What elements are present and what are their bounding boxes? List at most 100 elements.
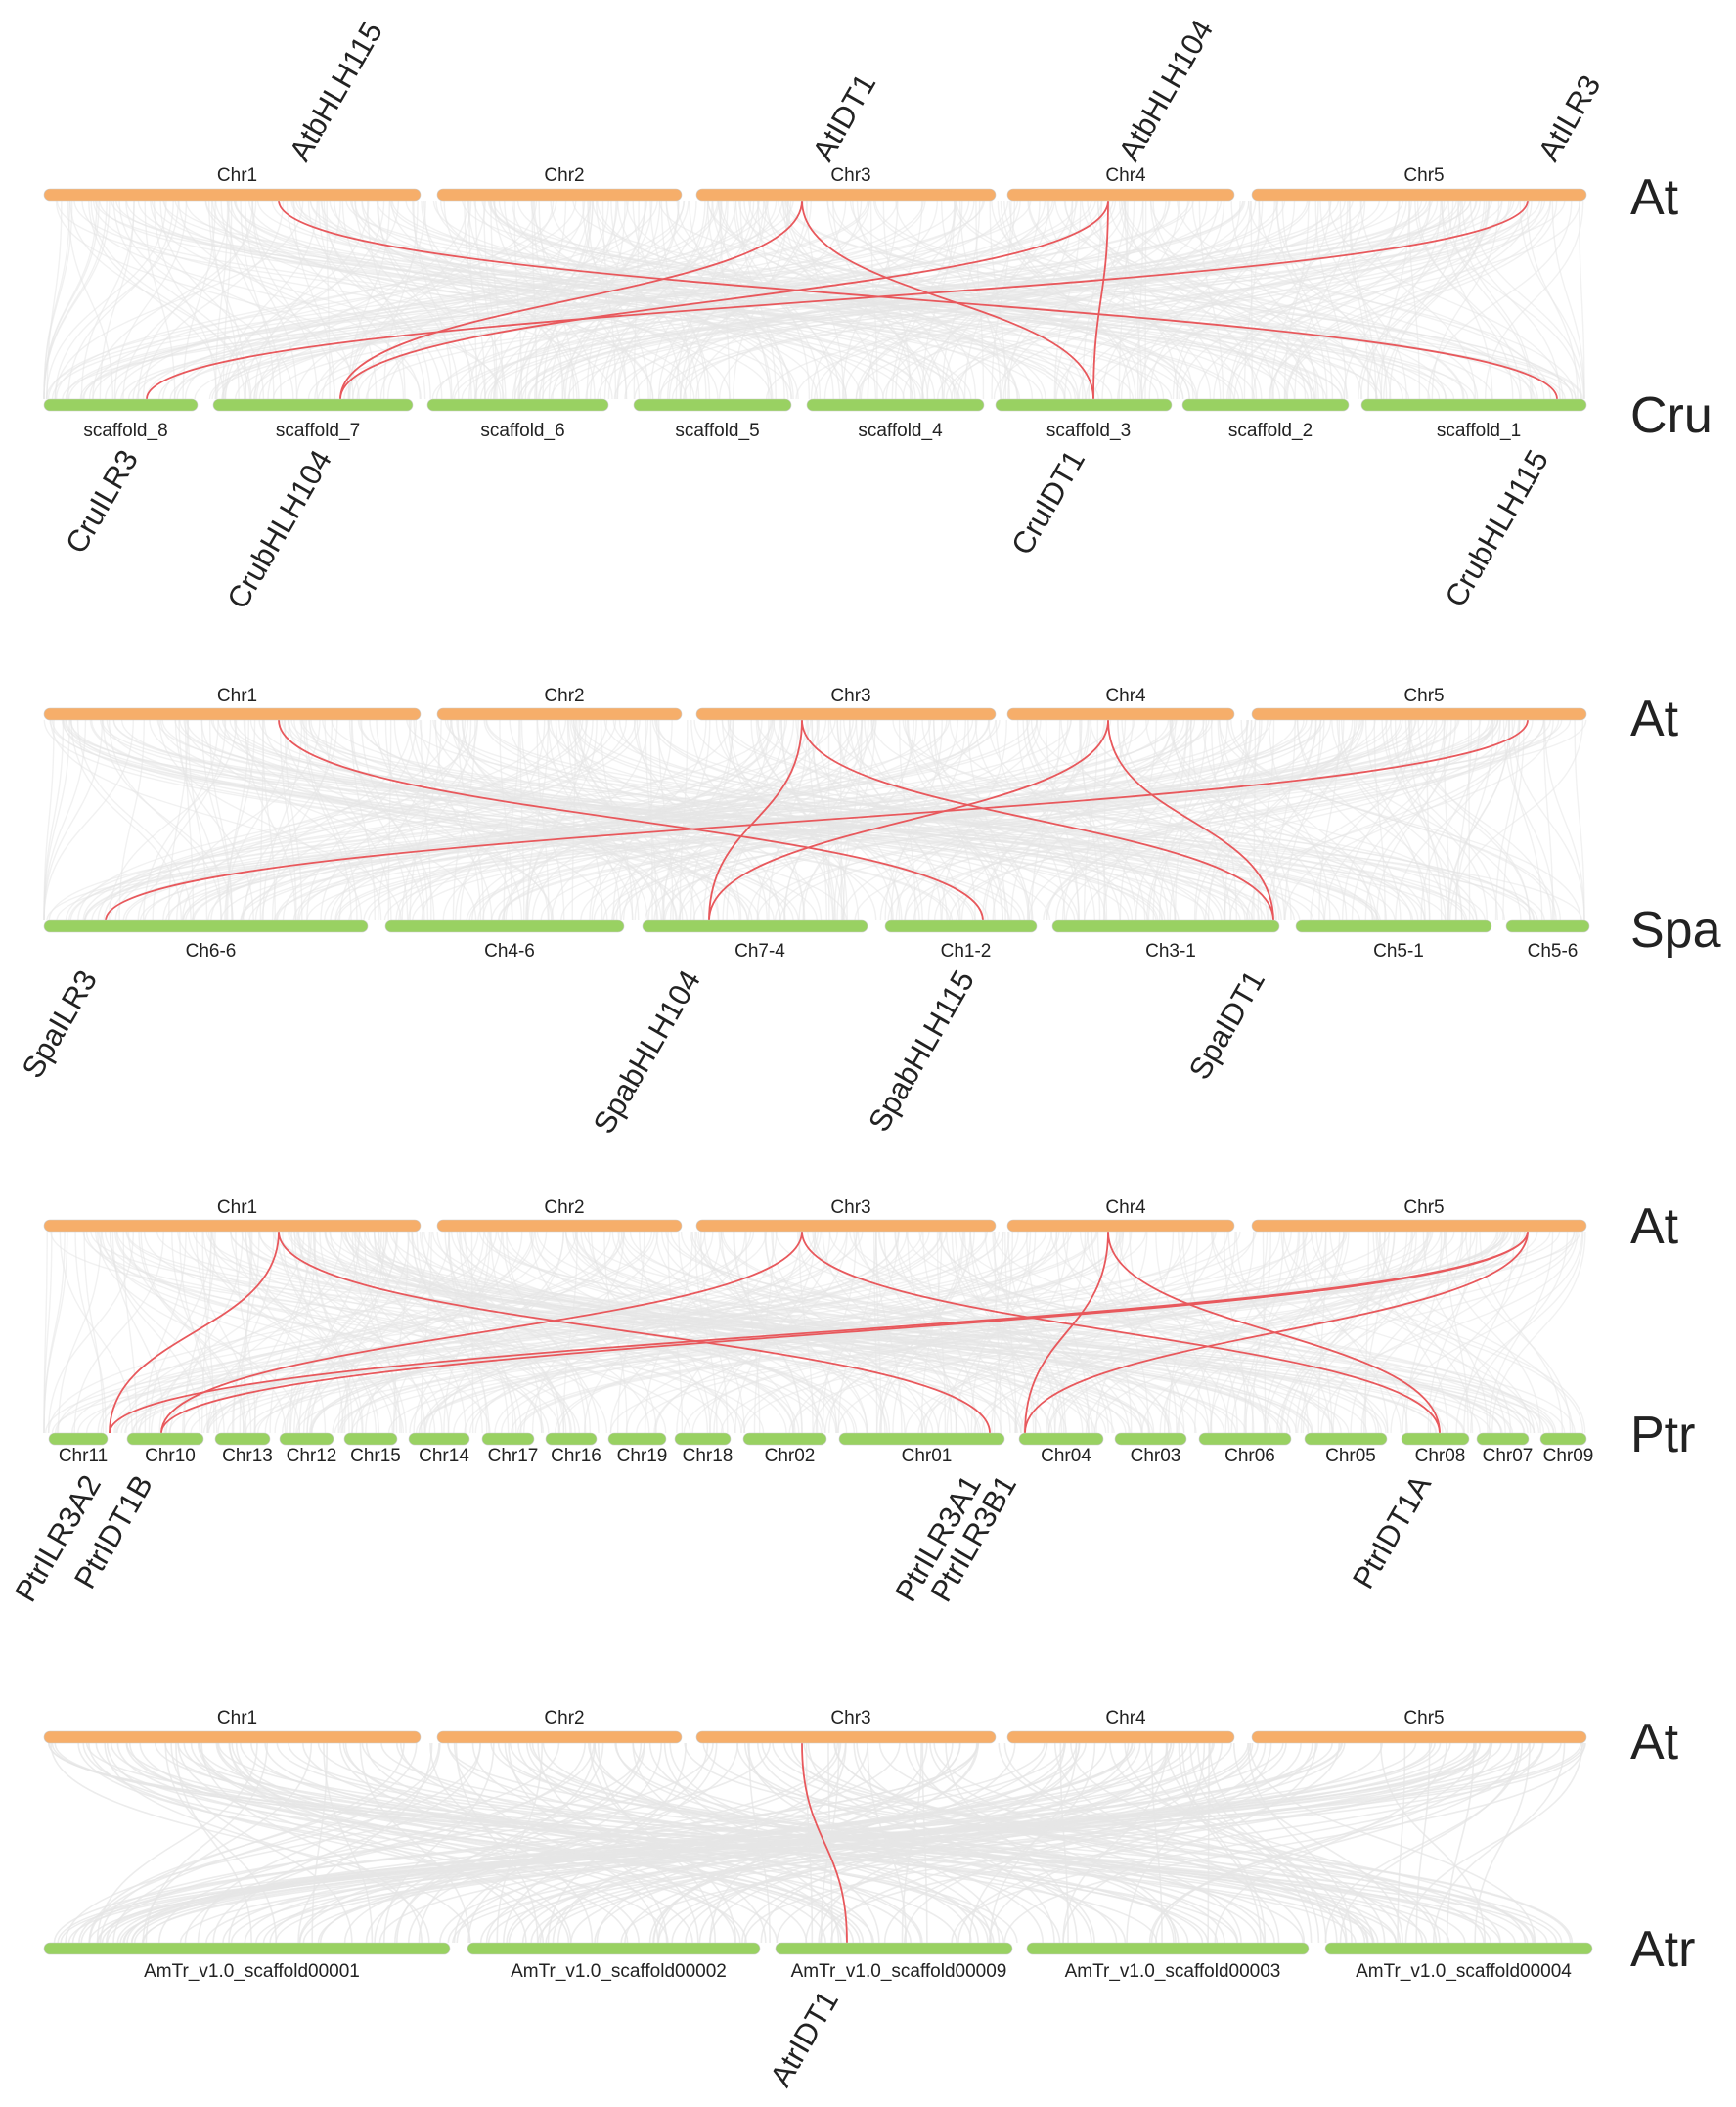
background-link xyxy=(59,1231,133,1434)
background-link xyxy=(1031,719,1061,921)
background-link xyxy=(309,200,1410,400)
background-link xyxy=(620,1231,1210,1434)
background-link xyxy=(632,200,711,400)
background-link xyxy=(1297,1231,1579,1434)
background-link xyxy=(116,1231,1132,1434)
background-link xyxy=(644,1231,693,1434)
background-link xyxy=(283,719,424,921)
background-link xyxy=(120,719,1241,921)
top-gene-label-atilr3: AtILR3 xyxy=(1532,69,1608,167)
top-chromosome-label-chr4: Chr4 xyxy=(1105,686,1146,706)
bottom-chromosome-amtr-v1-0-scaffold00002 xyxy=(467,1942,761,1955)
background-link xyxy=(359,1742,471,1944)
background-link xyxy=(1059,1742,1069,1944)
background-link xyxy=(88,200,225,400)
bottom-chromosome-chr08 xyxy=(1401,1432,1470,1446)
bottom-chromosome-label-chr19: Chr19 xyxy=(617,1446,668,1466)
bottom-chromosome-chr11 xyxy=(48,1432,109,1446)
background-link xyxy=(572,200,1447,400)
background-link xyxy=(805,1742,814,1944)
background-link xyxy=(1169,719,1388,921)
background-link xyxy=(984,1231,1113,1434)
background-link xyxy=(88,1742,629,1944)
background-link xyxy=(95,1742,861,1944)
background-link xyxy=(240,719,1460,921)
background-link xyxy=(399,1742,923,1944)
bottom-chromosome-chr04 xyxy=(1018,1432,1104,1446)
species-label-at-top: At xyxy=(1630,1198,1679,1255)
highlight-link-chr3-atridt1 xyxy=(801,1742,848,1944)
bottom-chromosome-scaffold-8 xyxy=(43,398,199,412)
background-link xyxy=(1028,719,1358,921)
background-link xyxy=(1280,1231,1408,1434)
background-link xyxy=(1551,200,1585,400)
background-link xyxy=(1359,200,1477,400)
background-link xyxy=(1062,1231,1210,1434)
bottom-chromosome-label-amtr-v1-0-scaffold00002: AmTr_v1.0_scaffold00002 xyxy=(511,1961,727,1982)
bottom-chromosome-label-ch5-1: Ch5-1 xyxy=(1373,941,1424,962)
background-link xyxy=(99,719,1210,921)
highlight-link-chr5-ptrilr3b1 xyxy=(1024,1231,1529,1434)
background-link xyxy=(132,1231,923,1434)
background-link xyxy=(267,200,468,400)
top-chromosome-label-chr2: Chr2 xyxy=(544,165,584,186)
background-link xyxy=(902,719,1412,921)
background-link xyxy=(547,1742,688,1944)
background-link xyxy=(913,1742,1177,1944)
bottom-chromosome-label-chr09: Chr09 xyxy=(1543,1446,1594,1466)
background-link xyxy=(1340,719,1431,921)
background-link xyxy=(1003,1742,1585,1944)
bottom-chromosome-chr05 xyxy=(1304,1432,1388,1446)
background-link xyxy=(786,200,944,400)
background-link xyxy=(612,719,1341,921)
background-link xyxy=(928,719,1003,921)
background-link xyxy=(820,1742,840,1944)
background-link xyxy=(181,719,452,921)
background-link xyxy=(841,719,1269,921)
background-link xyxy=(927,719,1069,921)
bottom-chromosome-label-chr13: Chr13 xyxy=(222,1446,273,1466)
background-link xyxy=(274,1231,621,1434)
background-link xyxy=(1420,719,1481,921)
background-link xyxy=(1181,1231,1238,1434)
background-link xyxy=(807,1742,1095,1944)
bottom-chromosome-label-scaffold-5: scaffold_5 xyxy=(675,421,759,441)
background-link xyxy=(1172,200,1264,400)
top-chromosome-chr5 xyxy=(1251,188,1587,202)
background-link xyxy=(1310,719,1411,921)
background-link xyxy=(210,200,240,400)
species-label-spa-bottom: Spa xyxy=(1630,902,1721,959)
background-link xyxy=(43,719,70,921)
background-link xyxy=(67,200,174,400)
species-label-at-top: At xyxy=(1630,691,1679,747)
bottom-chromosome-chr10 xyxy=(126,1432,204,1446)
background-link xyxy=(142,200,285,400)
background-link xyxy=(954,200,1447,400)
background-link xyxy=(694,1231,718,1434)
top-chromosome-chr3 xyxy=(695,707,997,721)
highlight-link-chr3-spaidt1 xyxy=(801,719,1274,921)
background-link xyxy=(1463,1231,1515,1434)
background-link xyxy=(365,1742,842,1944)
background-link xyxy=(92,200,257,400)
top-chromosome-chr1 xyxy=(43,1730,422,1744)
background-link xyxy=(296,719,732,921)
top-chromosome-chr5 xyxy=(1251,1219,1587,1233)
background-link xyxy=(921,1742,928,1944)
background-link xyxy=(244,719,338,921)
background-link xyxy=(407,1231,1127,1434)
background-link xyxy=(1108,200,1378,400)
background-link xyxy=(340,1231,1147,1434)
background-link xyxy=(585,200,975,400)
bottom-chromosome-label-chr16: Chr16 xyxy=(551,1446,601,1466)
background-link xyxy=(1144,200,1147,400)
background-link xyxy=(183,1231,942,1434)
background-link xyxy=(1257,719,1275,921)
background-link xyxy=(816,719,901,921)
background-link xyxy=(960,719,1173,921)
bottom-chromosome-ch6-6 xyxy=(43,919,369,933)
bottom-chromosome-label-chr06: Chr06 xyxy=(1224,1446,1275,1466)
bottom-chromosome-label-scaffold-6: scaffold_6 xyxy=(480,421,564,441)
background-link xyxy=(1233,200,1446,400)
bottom-chromosome-amtr-v1-0-scaffold00004 xyxy=(1324,1942,1593,1955)
